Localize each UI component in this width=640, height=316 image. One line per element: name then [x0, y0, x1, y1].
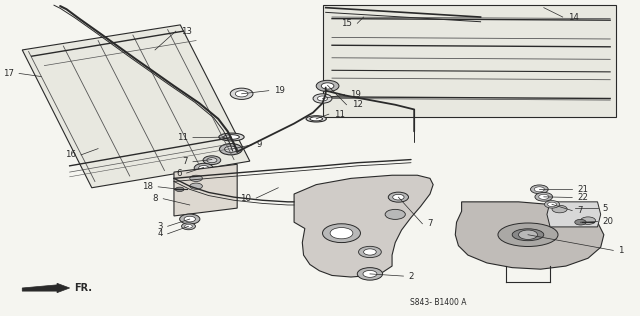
Text: S843- B1400 A: S843- B1400 A: [410, 298, 467, 307]
Text: 4: 4: [157, 229, 163, 238]
Ellipse shape: [498, 223, 558, 246]
Circle shape: [385, 210, 405, 219]
Text: 2: 2: [408, 271, 414, 281]
Polygon shape: [323, 4, 616, 117]
Circle shape: [539, 194, 549, 199]
Circle shape: [182, 223, 195, 230]
Circle shape: [180, 214, 200, 224]
Circle shape: [575, 219, 586, 225]
Circle shape: [364, 249, 376, 255]
Ellipse shape: [219, 133, 244, 141]
Ellipse shape: [310, 117, 323, 121]
Text: 10: 10: [240, 194, 251, 203]
Text: 3: 3: [157, 222, 163, 231]
Circle shape: [316, 80, 339, 92]
Text: 5: 5: [603, 204, 608, 213]
Circle shape: [518, 230, 538, 240]
Circle shape: [190, 183, 202, 189]
Circle shape: [313, 94, 332, 103]
Circle shape: [393, 194, 404, 200]
Circle shape: [357, 268, 383, 280]
Text: FR.: FR.: [74, 283, 92, 293]
Polygon shape: [22, 25, 250, 188]
Circle shape: [548, 202, 556, 207]
Circle shape: [321, 83, 334, 89]
Circle shape: [194, 163, 213, 173]
Polygon shape: [174, 164, 237, 216]
Text: 17: 17: [3, 69, 14, 78]
Circle shape: [531, 185, 548, 194]
Circle shape: [225, 146, 237, 152]
Text: 7: 7: [428, 219, 433, 228]
Ellipse shape: [512, 229, 544, 241]
Text: 15: 15: [341, 19, 352, 28]
Text: 11: 11: [177, 133, 188, 142]
Text: 19: 19: [349, 90, 360, 99]
Ellipse shape: [306, 116, 326, 122]
Circle shape: [207, 158, 217, 163]
Text: 7: 7: [182, 157, 188, 166]
Circle shape: [330, 228, 353, 239]
Text: 14: 14: [568, 13, 579, 21]
Circle shape: [230, 88, 253, 100]
Text: 9: 9: [257, 140, 262, 149]
Text: 20: 20: [603, 217, 614, 226]
Circle shape: [220, 143, 242, 155]
Circle shape: [184, 216, 195, 222]
Circle shape: [323, 224, 360, 243]
Ellipse shape: [223, 135, 239, 139]
Text: 13: 13: [181, 27, 192, 36]
Text: 18: 18: [142, 182, 153, 191]
Text: 22: 22: [577, 193, 588, 202]
Circle shape: [203, 156, 221, 165]
Text: 11: 11: [334, 110, 345, 118]
Circle shape: [317, 96, 328, 101]
Circle shape: [534, 187, 545, 192]
Circle shape: [535, 192, 552, 201]
Text: 8: 8: [153, 194, 158, 203]
Circle shape: [388, 192, 408, 202]
Text: 21: 21: [577, 185, 588, 194]
Circle shape: [545, 201, 559, 208]
Polygon shape: [455, 202, 604, 269]
Circle shape: [363, 270, 377, 277]
Text: 19: 19: [274, 86, 285, 95]
Text: 12: 12: [351, 100, 363, 109]
Text: 16: 16: [65, 150, 76, 159]
Circle shape: [580, 217, 596, 224]
Text: 6: 6: [176, 168, 182, 178]
Text: 7: 7: [577, 206, 583, 215]
Circle shape: [198, 166, 209, 171]
Circle shape: [175, 187, 184, 191]
Circle shape: [236, 91, 248, 97]
Text: 1: 1: [618, 246, 624, 255]
Circle shape: [190, 175, 202, 181]
Polygon shape: [22, 283, 70, 293]
Polygon shape: [547, 202, 601, 227]
Polygon shape: [294, 175, 433, 277]
Circle shape: [185, 224, 192, 228]
Circle shape: [358, 246, 381, 258]
Circle shape: [552, 205, 567, 213]
